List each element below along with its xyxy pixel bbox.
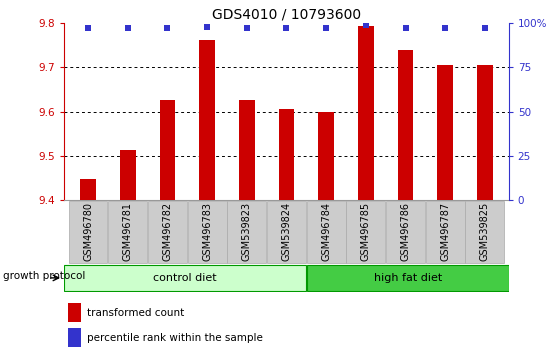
Bar (466, 201, 504, 263)
Text: high fat diet: high fat diet (373, 273, 442, 283)
Text: GSM496787: GSM496787 (440, 202, 450, 262)
Text: GSM496780: GSM496780 (83, 202, 93, 261)
Bar (69, 201, 107, 263)
Text: growth protocol: growth protocol (3, 272, 86, 281)
Bar (386, 201, 425, 263)
Text: GSM496786: GSM496786 (401, 202, 410, 261)
Bar (267, 201, 306, 263)
Bar (307, 201, 345, 263)
Bar (108, 201, 147, 263)
Bar (228, 201, 266, 263)
Bar (148, 201, 187, 263)
Title: GDS4010 / 10793600: GDS4010 / 10793600 (212, 8, 361, 22)
Text: control diet: control diet (153, 273, 217, 283)
Bar (188, 201, 226, 263)
Bar (80, 179, 96, 200)
Bar (358, 26, 374, 200)
Bar (318, 112, 334, 200)
Text: percentile rank within the sample: percentile rank within the sample (87, 333, 263, 343)
Text: GSM496784: GSM496784 (321, 202, 331, 261)
Bar (199, 40, 215, 200)
Bar (64, 265, 306, 291)
Bar (426, 201, 465, 263)
Text: GSM539825: GSM539825 (480, 202, 490, 262)
Bar (397, 50, 414, 200)
Bar (477, 65, 493, 200)
Text: GSM539824: GSM539824 (282, 202, 291, 262)
Bar (307, 265, 509, 291)
Bar (437, 65, 453, 200)
Bar (120, 150, 136, 200)
Bar (68, 303, 81, 322)
Text: GSM496781: GSM496781 (123, 202, 133, 261)
Text: transformed count: transformed count (87, 308, 184, 318)
Bar (159, 101, 176, 200)
Text: GSM539823: GSM539823 (242, 202, 252, 262)
Text: GSM496783: GSM496783 (202, 202, 212, 261)
Text: GSM496785: GSM496785 (361, 202, 371, 262)
Text: GSM496782: GSM496782 (163, 202, 172, 262)
Bar (347, 201, 385, 263)
Bar (239, 101, 255, 200)
Bar (278, 109, 295, 200)
Bar (68, 328, 81, 347)
